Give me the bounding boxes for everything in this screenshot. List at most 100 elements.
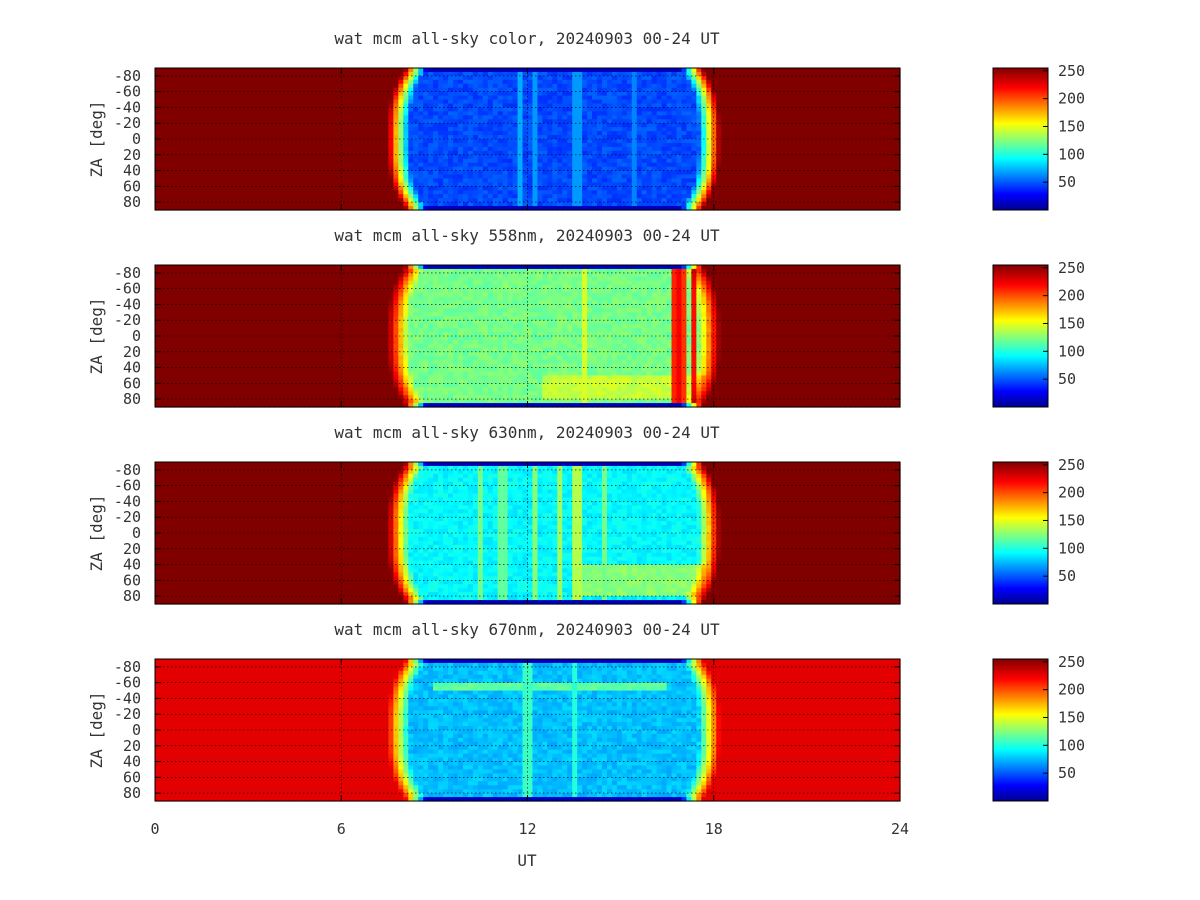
- heatmap-cell: [254, 100, 260, 105]
- heatmap-cell: [215, 147, 221, 152]
- heatmap-cell: [369, 92, 375, 97]
- heatmap-cell: [185, 171, 191, 176]
- heatmap-cell: [190, 76, 196, 81]
- heatmap-cell: [170, 100, 176, 105]
- heatmap-cell: [379, 127, 385, 132]
- heatmap-cell: [269, 139, 275, 144]
- heatmap-cell: [190, 84, 196, 89]
- heatmap-cell: [279, 175, 285, 180]
- heatmap-cell: [339, 115, 345, 120]
- heatmap-cell: [284, 147, 290, 152]
- heatmap-cell: [289, 127, 295, 132]
- heatmap-cell: [170, 131, 176, 136]
- heatmap-cell: [165, 147, 171, 152]
- heatmap-cell: [210, 171, 216, 176]
- heatmap-cell: [314, 202, 320, 207]
- heatmap-cell: [349, 163, 355, 168]
- heatmap-cell: [294, 147, 300, 152]
- heatmap-cell: [220, 163, 226, 168]
- heatmap-cell: [190, 171, 196, 176]
- heatmap-cell: [329, 107, 335, 112]
- heatmap-cell: [259, 96, 265, 101]
- heatmap-cell: [299, 131, 305, 136]
- heatmap-cell: [249, 127, 255, 132]
- heatmap-cell: [374, 147, 380, 152]
- heatmap-cell: [170, 171, 176, 176]
- heatmap-cell: [374, 123, 380, 128]
- panel-1: wat mcm all-sky color, 20240903 00-24 UT…: [87, 29, 1085, 211]
- heatmap-cell: [329, 175, 335, 180]
- heatmap-cell: [230, 139, 236, 144]
- heatmap-cell: [299, 84, 305, 89]
- heatmap-cell: [254, 194, 260, 199]
- heatmap-cell: [369, 190, 375, 195]
- heatmap-cell: [294, 100, 300, 105]
- heatmap-cell: [180, 167, 186, 172]
- heatmap-cell: [319, 111, 325, 116]
- heatmap-cell: [190, 139, 196, 144]
- heatmap-cell: [329, 80, 335, 85]
- heatmap-cell: [220, 143, 226, 148]
- heatmap-cell: [259, 202, 265, 207]
- heatmap-cell: [269, 123, 275, 128]
- heatmap-cell: [160, 159, 166, 164]
- heatmap-cell: [165, 131, 171, 136]
- heatmap-cell: [369, 111, 375, 116]
- heatmap-cell: [254, 115, 260, 120]
- heatmap-cell: [349, 96, 355, 101]
- heatmap-cell: [294, 167, 300, 172]
- heatmap-cell: [274, 186, 280, 191]
- heatmap-cell: [379, 111, 385, 116]
- heatmap-cell: [220, 92, 226, 97]
- heatmap-cell: [364, 147, 370, 152]
- heatmap-cell: [195, 159, 201, 164]
- heatmap-cell: [205, 68, 211, 73]
- heatmap-cell: [334, 190, 340, 195]
- heatmap-cell: [175, 139, 181, 144]
- heatmap-cell: [244, 175, 250, 180]
- heatmap-cell: [175, 92, 181, 97]
- heatmap-cell: [279, 111, 285, 116]
- heatmap-cell: [299, 96, 305, 101]
- heatmap-cell: [190, 194, 196, 199]
- heatmap-cell: [185, 143, 191, 148]
- heatmap-cell: [364, 155, 370, 160]
- heatmap-cell: [359, 76, 365, 81]
- heatmap-cell: [175, 68, 181, 73]
- heatmap-cell: [339, 127, 345, 132]
- heatmap-cell: [359, 92, 365, 97]
- heatmap-cell: [334, 178, 340, 183]
- heatmap-cell: [180, 143, 186, 148]
- heatmap-cell: [349, 115, 355, 120]
- heatmap-cell: [349, 178, 355, 183]
- heatmap-cell: [244, 84, 250, 89]
- heatmap-cell: [234, 127, 240, 132]
- heatmap-cell: [279, 155, 285, 160]
- heatmap-cell: [175, 143, 181, 148]
- heatmap-cell: [234, 131, 240, 136]
- heatmap-cell: [210, 155, 216, 160]
- heatmap-cell: [175, 163, 181, 168]
- heatmap-cell: [284, 186, 290, 191]
- heatmap-cell: [230, 123, 236, 128]
- heatmap-cell: [215, 76, 221, 81]
- heatmap-cell: [230, 111, 236, 116]
- heatmap-cell: [334, 111, 340, 116]
- heatmap-cell: [185, 155, 191, 160]
- heatmap-cell: [319, 163, 325, 168]
- heatmap-cell: [324, 159, 330, 164]
- heatmap-cell: [254, 92, 260, 97]
- heatmap-cell: [180, 111, 186, 116]
- heatmap-cell: [155, 84, 161, 89]
- heatmap-cell: [175, 190, 181, 195]
- heatmap-cell: [344, 175, 350, 180]
- heatmap-cell: [299, 115, 305, 120]
- heatmap-cell: [170, 68, 176, 73]
- heatmap-cell: [299, 175, 305, 180]
- heatmap-cell: [349, 76, 355, 81]
- heatmap-cell: [369, 100, 375, 105]
- heatmap-cell: [205, 163, 211, 168]
- heatmap-cell: [294, 104, 300, 109]
- heatmap-cell: [354, 147, 360, 152]
- heatmap-cell: [314, 151, 320, 156]
